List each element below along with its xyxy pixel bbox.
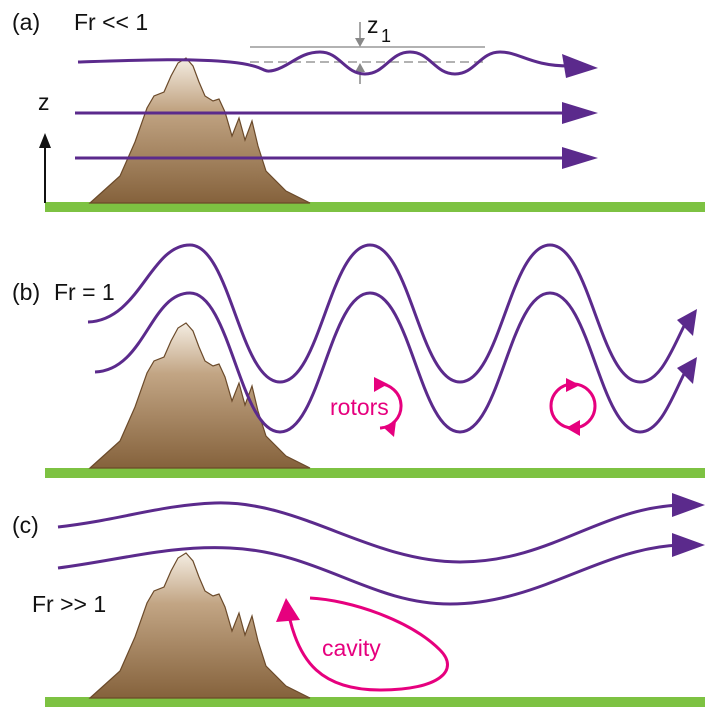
rotor-arrowhead — [566, 378, 580, 392]
froude-label: Fr = 1 — [54, 279, 115, 305]
rotors-label: rotors — [330, 394, 389, 420]
diagram: (a) Fr << 1 z 1 z (b) Fr = 1 rotors (c) … — [0, 0, 705, 708]
z-axis-label: z — [38, 89, 50, 115]
mountain — [90, 553, 310, 698]
z1-arrowhead — [355, 38, 365, 47]
arrowhead — [672, 493, 705, 517]
rotor — [551, 384, 595, 428]
z-axis-arrowhead — [39, 133, 51, 148]
rotor-arrowhead — [374, 377, 388, 392]
z1-subscript: 1 — [381, 26, 391, 46]
froude-label: Fr << 1 — [74, 9, 148, 35]
cavity-arrowhead — [276, 598, 300, 622]
froude-label: Fr >> 1 — [32, 591, 106, 617]
arrowhead — [562, 147, 598, 169]
panel-a: (a) Fr << 1 z 1 z — [12, 9, 705, 212]
arrowhead — [562, 54, 598, 78]
rotor-arrowhead — [566, 420, 580, 436]
mountain — [90, 323, 310, 468]
z1-arrowhead — [355, 63, 365, 72]
streamline — [78, 52, 570, 74]
z1-symbol: z — [367, 12, 379, 38]
cavity-label: cavity — [322, 635, 381, 661]
panel-label: (a) — [12, 9, 40, 35]
panel-c: (c) Fr >> 1 cavity — [12, 493, 705, 707]
panel-label: (b) — [12, 279, 40, 305]
panel-b: (b) Fr = 1 rotors — [12, 245, 705, 478]
panel-label: (c) — [12, 512, 39, 538]
ground — [45, 468, 705, 478]
arrowhead — [672, 533, 705, 557]
mountain — [90, 58, 310, 203]
arrowhead — [562, 102, 598, 124]
